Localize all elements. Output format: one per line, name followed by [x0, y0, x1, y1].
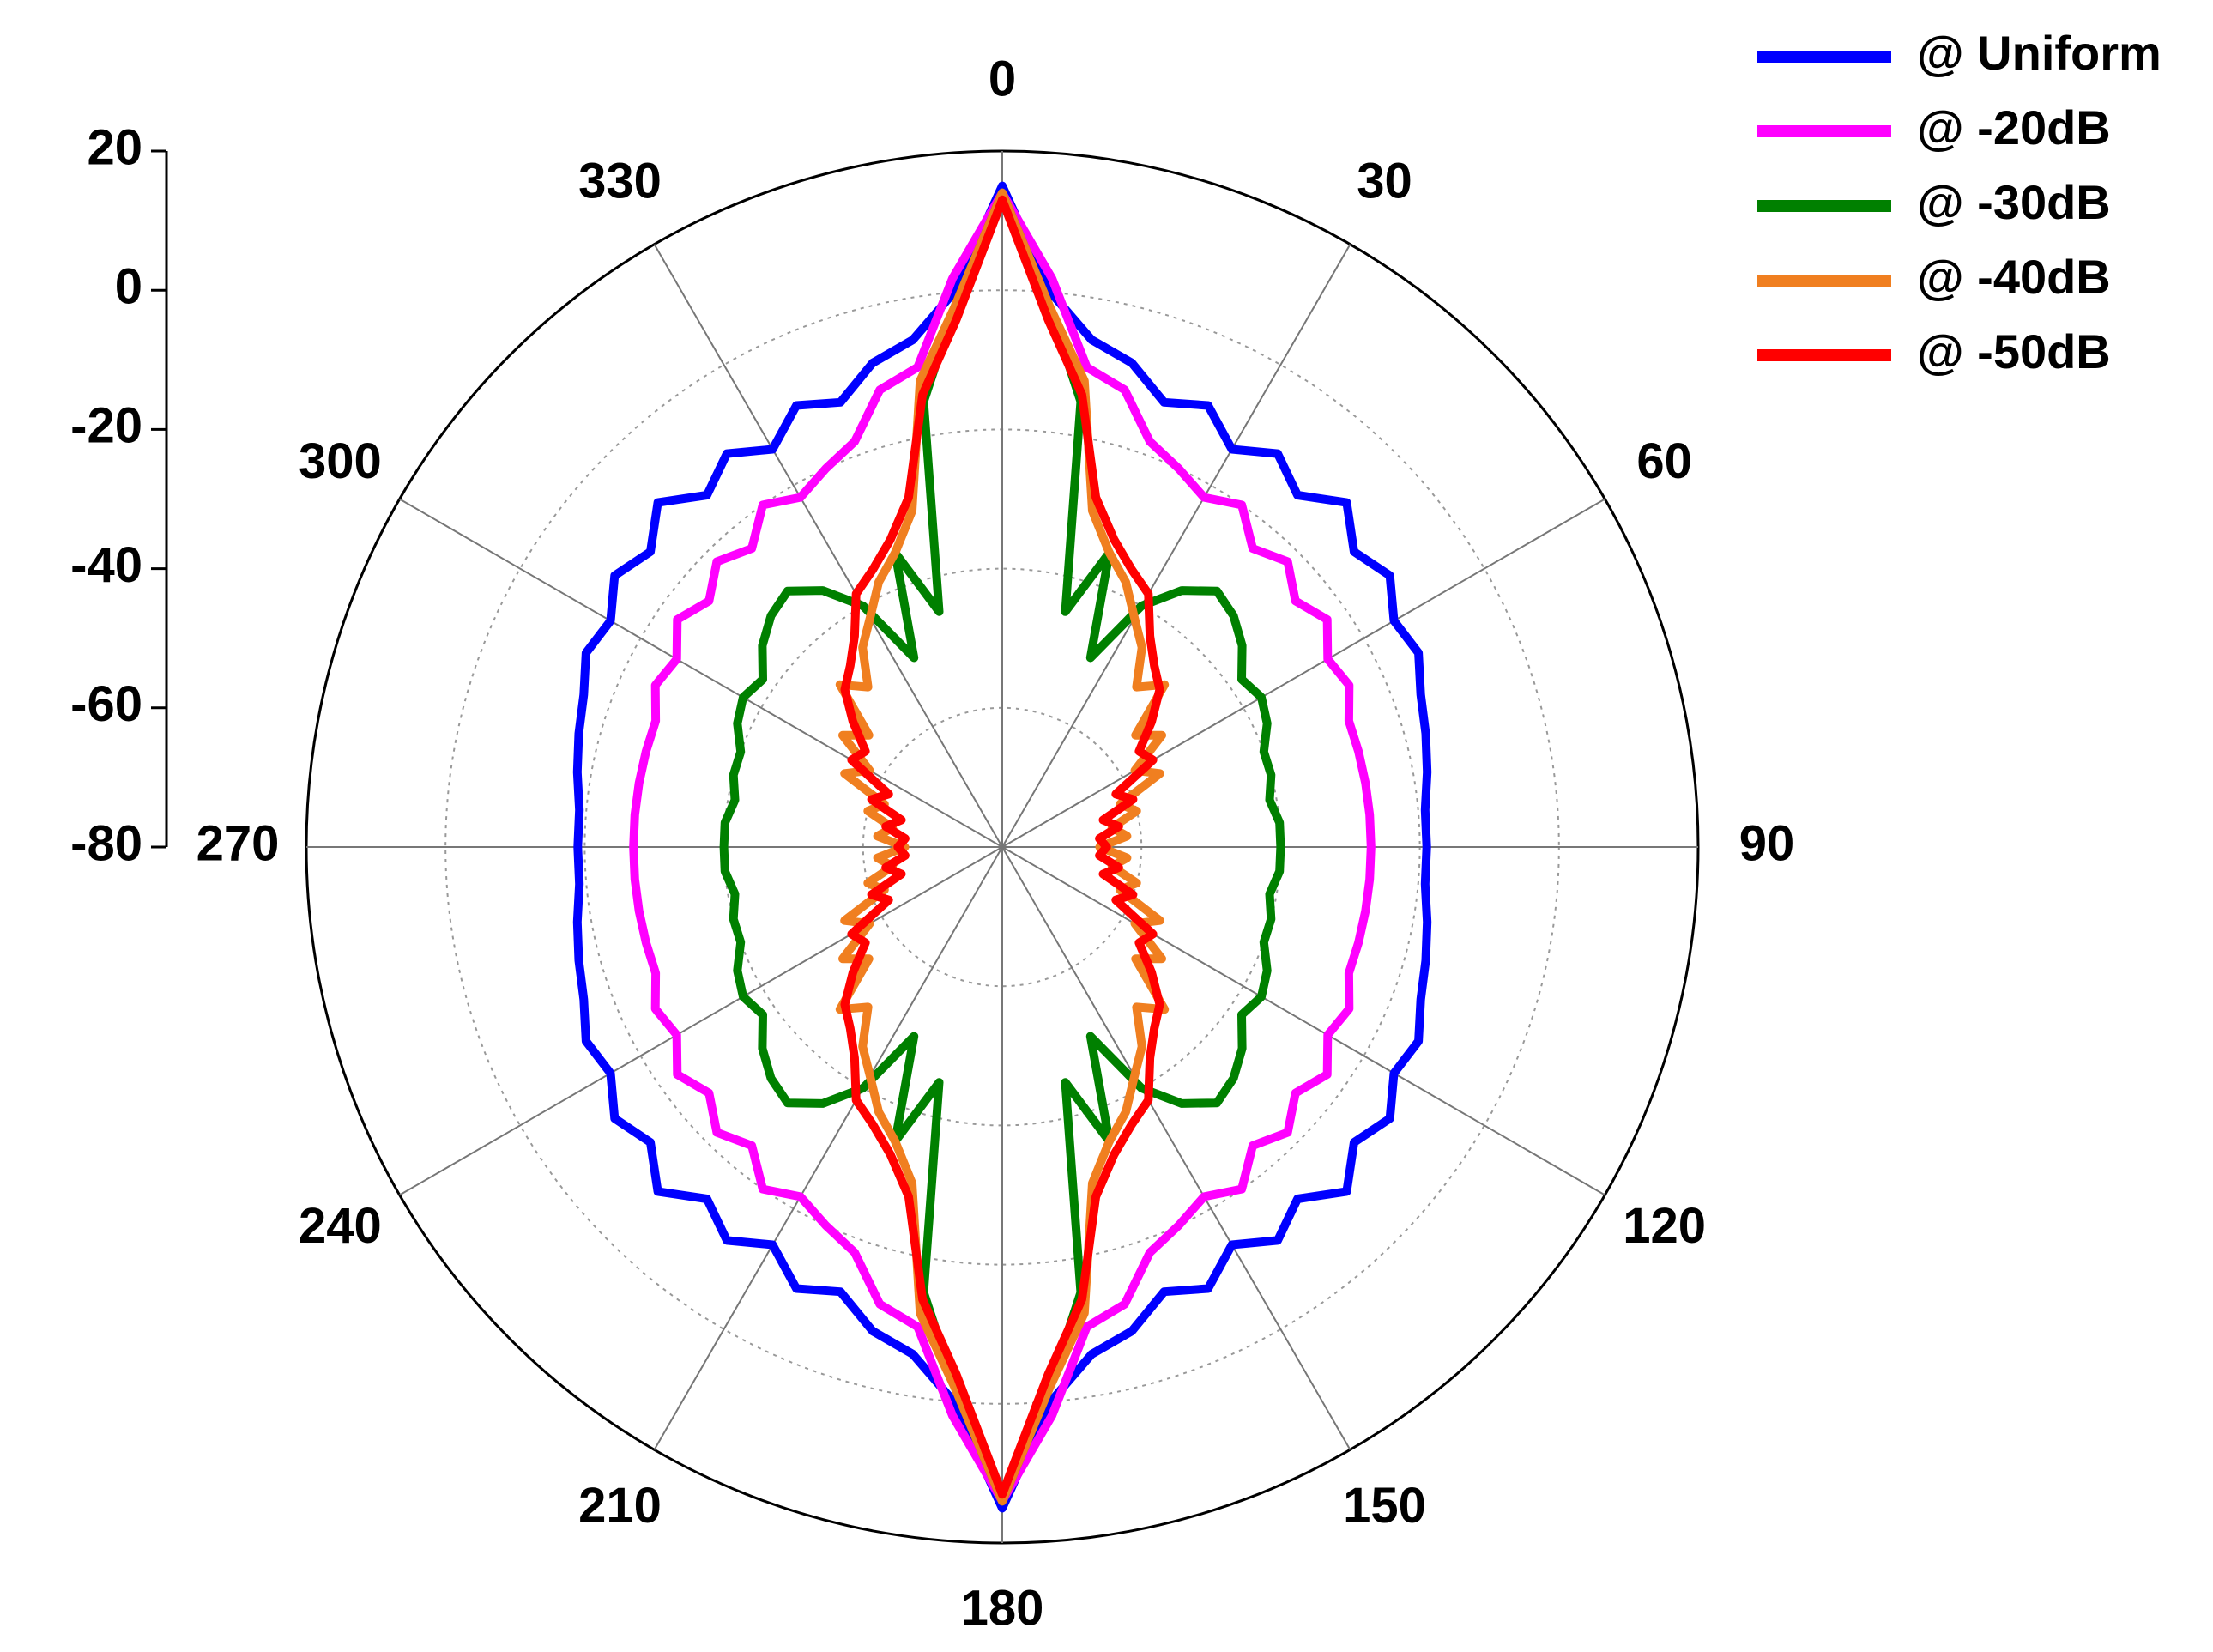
grid-spoke	[653, 244, 1003, 848]
r-tick-label: -80	[70, 815, 142, 871]
series-line	[572, 181, 1432, 1513]
r-tick-label: 0	[115, 259, 142, 315]
angle-label: 180	[961, 1580, 1044, 1636]
angle-label: 270	[197, 815, 280, 871]
angle-label: 120	[1623, 1198, 1706, 1254]
angle-label: 90	[1739, 815, 1795, 871]
grid-spoke	[653, 846, 1003, 1450]
angle-label: 300	[299, 433, 382, 489]
grid-spoke	[1001, 846, 1605, 1196]
grid-spoke	[1001, 244, 1351, 848]
angle-label: 0	[989, 51, 1016, 106]
r-tick-label: -40	[70, 537, 142, 593]
series-line	[840, 195, 1164, 1499]
legend-label: @ Uniform	[1917, 26, 2162, 80]
angle-label: 330	[578, 154, 662, 209]
series-line	[835, 188, 1170, 1506]
angle-label: 60	[1636, 433, 1692, 489]
grid-spoke	[399, 498, 1003, 848]
angle-label: 240	[299, 1198, 382, 1254]
grid-spoke	[1001, 498, 1605, 848]
r-tick-label: -60	[70, 676, 142, 732]
legend-label: @ -20dB	[1917, 100, 2111, 154]
legend-label: @ -40dB	[1917, 250, 2111, 304]
grid-spoke	[1001, 846, 1351, 1450]
legend-label: @ -30dB	[1917, 175, 2111, 229]
grid-spoke	[399, 846, 1003, 1196]
r-tick-label: 20	[87, 119, 142, 175]
r-tick-label: -20	[70, 398, 142, 454]
angle-label: 30	[1357, 154, 1412, 209]
legend-label: @ -50dB	[1917, 324, 2111, 378]
angle-label: 150	[1343, 1478, 1426, 1534]
angle-label: 210	[578, 1478, 662, 1534]
